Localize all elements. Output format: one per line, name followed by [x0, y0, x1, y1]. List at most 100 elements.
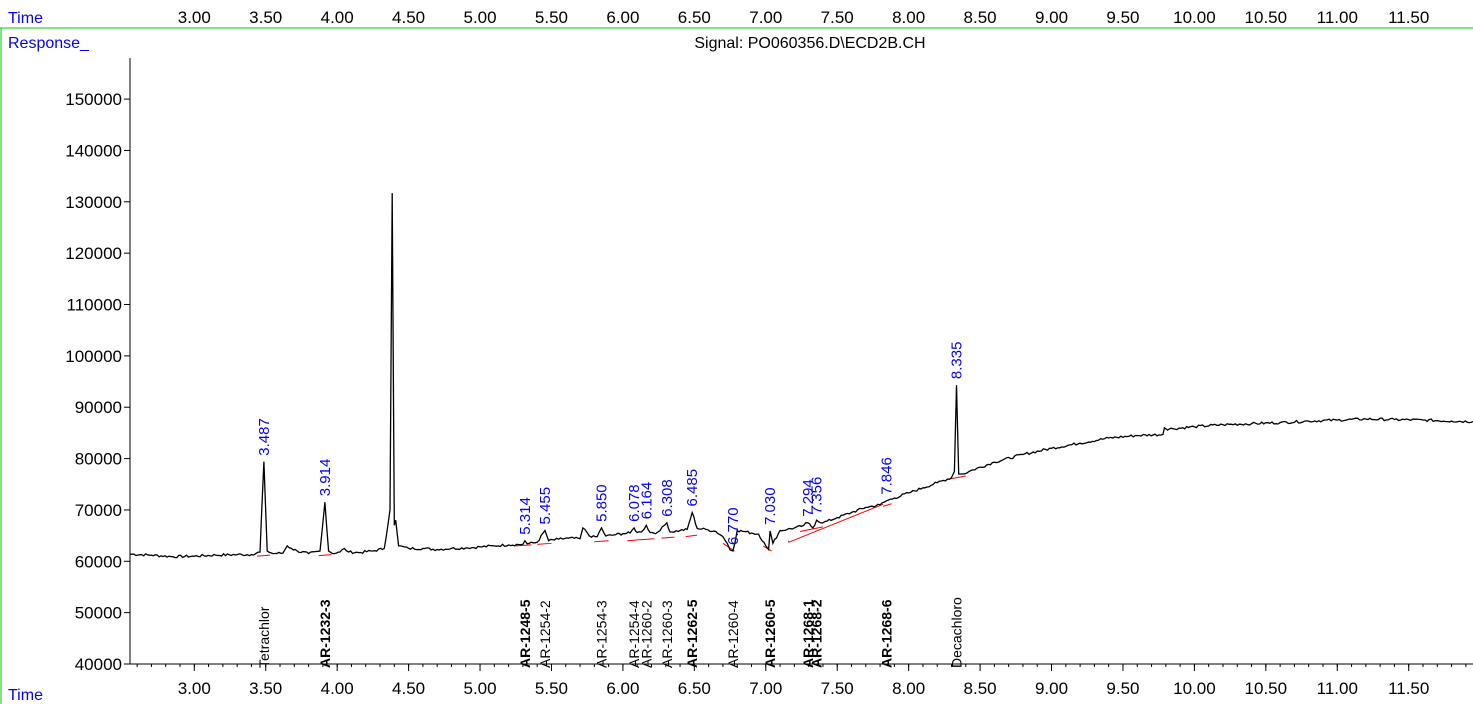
compound-label: AR-1260-5 [762, 599, 778, 668]
peak-label: 6.770 [725, 507, 742, 545]
peak-label: 6.164 [638, 482, 655, 520]
x-tick-label: 10.00 [1173, 679, 1216, 698]
top-time-tick-label: 5.00 [463, 8, 496, 27]
top-time-tick-label: 7.00 [749, 8, 782, 27]
y-tick-label: 130000 [65, 193, 122, 212]
top-time-label: Time [8, 10, 43, 27]
top-time-tick-label: 8.00 [892, 8, 925, 27]
peak-label: 7.294 [800, 479, 817, 517]
compound-label: AR-1268-2 [809, 599, 825, 668]
compound-label: AR-1260-3 [659, 600, 675, 668]
top-time-tick-label: 9.00 [1035, 8, 1068, 27]
top-time-tick-label: 11.50 [1388, 8, 1429, 27]
compound-label: Decachloro [949, 597, 965, 668]
top-time-tick-label: 6.00 [606, 8, 639, 27]
signal-trace [129, 193, 1473, 559]
baseline-segment [799, 526, 824, 532]
peak-label: 5.314 [517, 497, 534, 535]
x-tick-label: 3.00 [178, 679, 211, 698]
x-tick-label: 6.00 [606, 679, 639, 698]
y-axis-ticks: 40000 50000 60000 70000 80000 90000 100000 1100… [65, 90, 130, 674]
y-tick-label: 100000 [65, 347, 122, 366]
peak-label: 3.487 [256, 418, 273, 456]
y-tick-label: 120000 [65, 244, 122, 263]
compound-label: AR-1262-5 [684, 599, 700, 668]
signal-trace-line [129, 193, 1473, 559]
x-tick-label: 5.50 [535, 679, 568, 698]
baseline-segment [661, 536, 675, 539]
top-time-tick-label: 11.00 [1317, 8, 1358, 27]
peak-label: 3.914 [317, 459, 334, 497]
x-tick-label: 8.00 [892, 679, 925, 698]
top-time-tick-label: 6.50 [678, 8, 711, 27]
top-time-tick-label: 4.50 [392, 8, 425, 27]
chart-title: Signal: PO060356.D\ECD2B.CH [694, 35, 925, 52]
peak-label: 6.308 [659, 479, 676, 517]
peak-label: 5.455 [537, 487, 554, 525]
y-tick-label: 80000 [75, 450, 122, 469]
x-tick-label: 4.50 [392, 679, 425, 698]
peak-label: 6.485 [684, 469, 701, 507]
y-tick-label: 90000 [75, 398, 122, 417]
compound-label: AR-1268-1 [800, 599, 816, 668]
y-tick-label: 50000 [75, 604, 122, 623]
y-tick-label: 110000 [67, 296, 122, 315]
x-tick-label: 7.50 [821, 679, 854, 698]
top-time-tick-label: 3.50 [249, 8, 282, 27]
top-time-tick-label: 8.50 [964, 8, 997, 27]
top-time-ticks: 3.00 3.50 4.00 4.50 5.00 5.50 6.00 6.50 7.00 7.50… [178, 8, 1430, 27]
x-axis-ticks: 3.00 3.50 4.00 4.50 5.00 5.50 6.00 6.50 7.00 7.50… [178, 664, 1429, 698]
top-time-tick-label: 10.50 [1245, 8, 1288, 27]
x-tick-label: 5.00 [463, 679, 496, 698]
y-axis-label: Response_ [8, 35, 90, 52]
y-tick-label: 70000 [75, 501, 122, 520]
x-tick-label: 8.50 [964, 679, 997, 698]
compound-label: AR-1254-4 [626, 600, 642, 668]
compound-label: Tetrachlor [256, 606, 272, 668]
y-tick-label: 40000 [75, 655, 122, 674]
top-time-tick-label: 7.50 [821, 8, 854, 27]
x-tick-label: 9.50 [1106, 679, 1139, 698]
compound-label: AR-1254-2 [537, 600, 553, 668]
peak-label: 8.335 [949, 342, 966, 380]
y-tick-label: 150000 [65, 90, 122, 109]
x-tick-label: 7.00 [749, 679, 782, 698]
integration-baselines [257, 475, 966, 557]
compound-labels: Tetrachlor AR-1232-3 AR-1248-5 AR-1254-2 AR-… [256, 597, 965, 668]
top-time-tick-label: 4.00 [321, 8, 354, 27]
compound-label: AR-1254-3 [594, 600, 610, 668]
compound-label: AR-1260-2 [638, 600, 654, 668]
baseline-segment [515, 544, 532, 547]
x-tick-label: 4.00 [321, 679, 354, 698]
compound-label: AR-1248-5 [517, 599, 533, 668]
top-time-tick-label: 5.50 [535, 8, 568, 27]
baseline-segment [640, 538, 655, 541]
x-axis-minor-ticks [136, 664, 1467, 667]
compound-label: AR-1268-6 [879, 599, 895, 668]
baseline-segment [948, 475, 966, 480]
x-tick-label: 11.50 [1388, 679, 1429, 698]
x-tick-label: 10.50 [1245, 679, 1288, 698]
y-tick-label: 60000 [75, 552, 122, 571]
x-tick-label: 6.50 [678, 679, 711, 698]
top-time-tick-label: 10.00 [1173, 8, 1216, 27]
baseline-segment [627, 539, 641, 542]
baseline-segment [788, 503, 884, 543]
baseline-segment [257, 554, 271, 557]
baseline-segment [882, 503, 892, 507]
baseline-segment [318, 554, 332, 557]
baseline-segment [537, 542, 552, 545]
peak-label: 7.030 [762, 487, 779, 525]
x-tick-label: 9.00 [1035, 679, 1068, 698]
peak-label: 7.846 [879, 457, 896, 495]
peak-label: 6.078 [626, 484, 643, 522]
x-tick-label: 3.50 [249, 679, 282, 698]
bottom-time-label: Time [8, 687, 43, 704]
top-time-tick-label: 9.50 [1106, 8, 1139, 27]
compound-label: AR-1232-3 [317, 599, 333, 668]
baseline-segment [685, 534, 698, 538]
peak-label: 5.850 [594, 484, 611, 522]
peak-label: 7.356 [809, 477, 826, 515]
